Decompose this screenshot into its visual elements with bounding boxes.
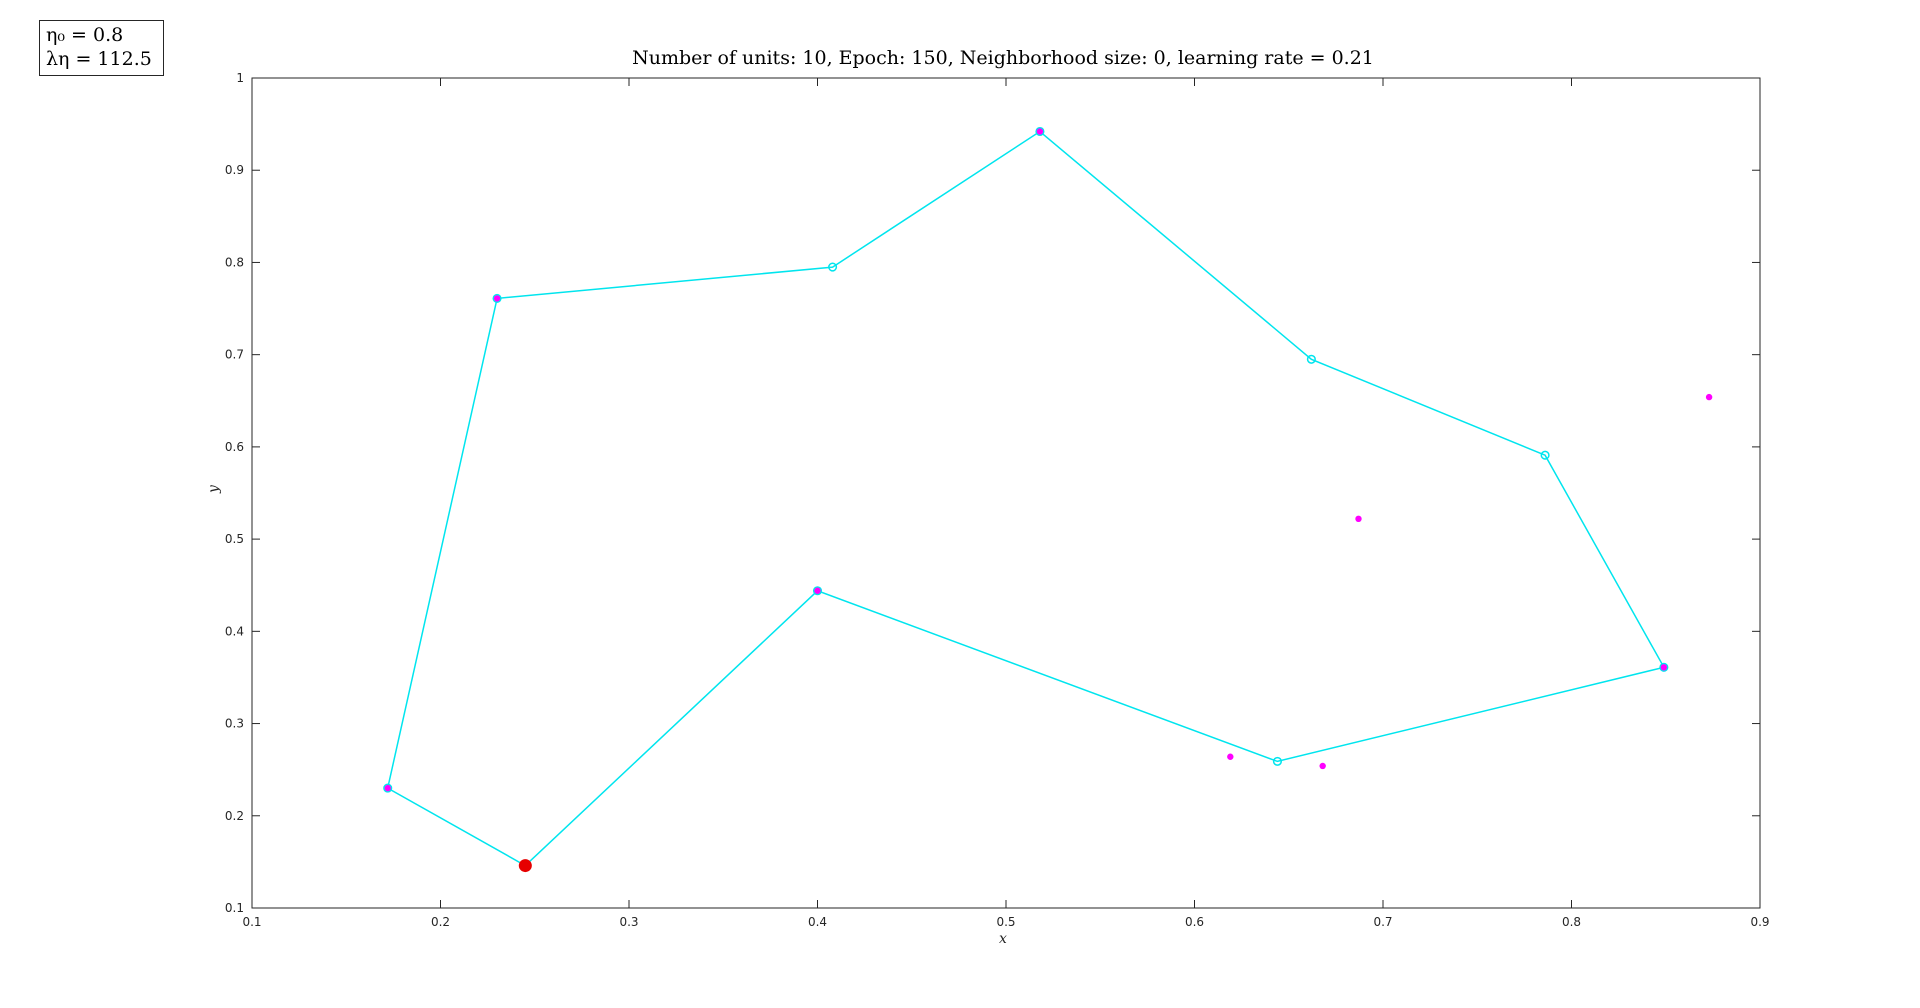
data-point bbox=[1319, 762, 1326, 770]
unit-marker bbox=[492, 293, 502, 303]
unit-marker bbox=[383, 783, 393, 793]
y-tick-label: 0.5 bbox=[225, 532, 244, 546]
y-tick-label: 0.1 bbox=[225, 901, 244, 915]
x-tick-label: 0.1 bbox=[242, 915, 261, 929]
y-tick-label: 0.9 bbox=[225, 163, 244, 177]
unit-marker bbox=[1272, 756, 1282, 766]
data-point bbox=[1036, 128, 1044, 135]
unit-path-line bbox=[386, 130, 1666, 867]
eta-zero-label: η₀ = 0.8 bbox=[46, 24, 124, 46]
data-point bbox=[814, 587, 821, 594]
unit-marker bbox=[1540, 450, 1550, 460]
unit-marker bbox=[812, 586, 823, 596]
x-tick-label: 0.9 bbox=[1750, 915, 1769, 929]
data-point bbox=[1705, 393, 1713, 401]
unit-marker bbox=[1659, 662, 1669, 672]
current-unit-marker bbox=[518, 859, 532, 873]
x-tick-label: 0.2 bbox=[431, 915, 450, 929]
unit-marker bbox=[828, 262, 838, 272]
y-tick-label: 0.2 bbox=[225, 809, 244, 823]
unit-marker bbox=[1035, 126, 1045, 137]
x-tick-label: 0.8 bbox=[1562, 915, 1581, 929]
x-tick-label: 0.5 bbox=[996, 915, 1015, 929]
x-tick-label: 0.3 bbox=[619, 915, 638, 929]
lambda-eta-label: λη = 112.5 bbox=[46, 48, 152, 70]
data-point bbox=[1660, 664, 1668, 671]
y-tick-label: 0.6 bbox=[225, 440, 244, 454]
x-tick-label: 0.6 bbox=[1185, 915, 1204, 929]
x-axis-title: x bbox=[999, 931, 1007, 947]
y-tick-label: 1 bbox=[236, 71, 244, 85]
data-point bbox=[384, 784, 391, 792]
parameter-annotation-box: η₀ = 0.8 λη = 112.5 bbox=[39, 20, 164, 76]
data-point bbox=[493, 295, 501, 302]
x-tick-label: 0.7 bbox=[1373, 915, 1392, 929]
y-axis-title: y bbox=[206, 484, 222, 494]
chart-title: Number of units: 10, Epoch: 150, Neighbo… bbox=[632, 47, 1374, 69]
data-point bbox=[1355, 515, 1362, 523]
y-tick-label: 0.4 bbox=[225, 624, 244, 638]
y-tick-label: 0.8 bbox=[225, 255, 244, 269]
x-tick-label: 0.4 bbox=[808, 915, 827, 929]
y-tick-label: 0.7 bbox=[225, 348, 244, 362]
plot-frame bbox=[251, 77, 1761, 909]
data-point bbox=[1227, 753, 1234, 760]
y-tick-label: 0.3 bbox=[225, 717, 244, 731]
unit-marker bbox=[1306, 354, 1316, 364]
